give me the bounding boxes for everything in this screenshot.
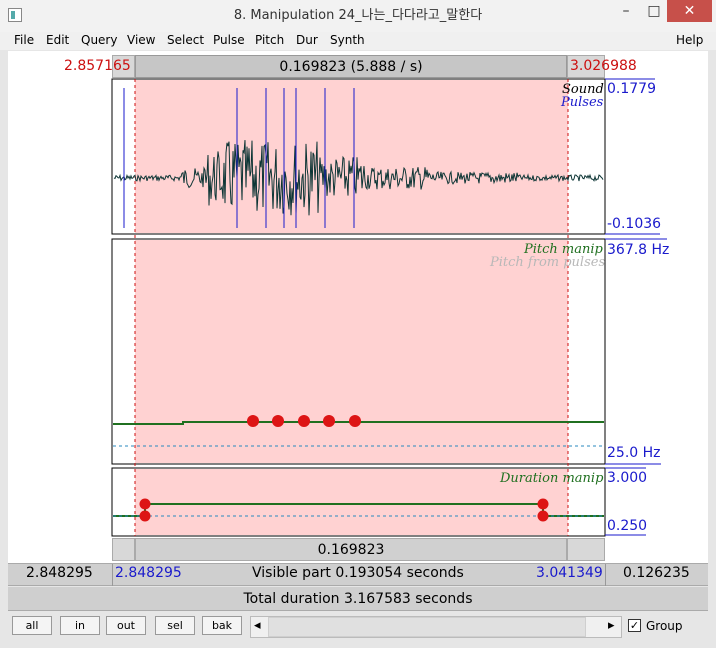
zoom-selection-button[interactable]: sel	[155, 616, 195, 635]
menu-help[interactable]: Help	[676, 33, 704, 47]
group-label: Group	[646, 619, 683, 633]
zoom-in-button[interactable]: in	[60, 616, 100, 635]
maximize-button[interactable]: □	[647, 3, 661, 19]
bottom-right-segment[interactable]	[567, 538, 605, 561]
scroll-left-arrow-icon[interactable]: ◂	[254, 618, 261, 633]
selection-fill-duration	[135, 469, 568, 535]
app-icon	[8, 8, 22, 22]
pulses-label: Pulses	[561, 95, 604, 110]
top-right-segment[interactable]	[567, 55, 605, 78]
menu-bar	[0, 32, 716, 50]
pitch-from-pulses-label: Pitch from pulses	[490, 255, 606, 270]
sound-max: 0.1779	[607, 81, 656, 97]
menu-file[interactable]: File	[14, 33, 35, 47]
pitch-point	[272, 415, 284, 427]
pitch-manip-label: Pitch manip	[524, 242, 603, 257]
menu-select[interactable]: Select	[167, 33, 205, 47]
window-title: 8. Manipulation 24_나는_다다라고_말한다	[233, 8, 483, 23]
window-start-time: 2.848295	[26, 565, 93, 581]
top-left-segment[interactable]	[112, 55, 135, 78]
menu-edit[interactable]: Edit	[46, 33, 70, 47]
all-button[interactable]: all	[12, 616, 52, 635]
pitch-point	[298, 415, 310, 427]
visible-start-time: 2.848295	[115, 565, 182, 581]
scroll-right-arrow-icon[interactable]: ▸	[608, 618, 615, 633]
bottom-selection-bar[interactable]: 0.169823	[135, 538, 567, 561]
pitch-max: 367.8 Hz	[607, 242, 670, 258]
pitch-points	[247, 415, 361, 427]
selection-fill-sound	[135, 80, 568, 233]
minimize-button[interactable]: –	[622, 3, 630, 19]
selection-duration-bar[interactable]: 0.169823 (5.888 / s)	[135, 55, 567, 78]
zoom-out-button[interactable]: out	[106, 616, 146, 635]
sound-label: Sound	[562, 82, 604, 97]
sound-min: -0.1036	[607, 216, 662, 232]
pitch-point	[247, 415, 259, 427]
pitch-point	[323, 415, 335, 427]
selection-fill-pitch	[135, 240, 568, 463]
remaining-duration: 0.126235	[623, 565, 690, 581]
pulse-marks	[123, 88, 355, 228]
total-duration-bar[interactable]: Total duration 3.167583 seconds	[8, 587, 708, 611]
waveform	[113, 140, 604, 216]
menu-view[interactable]: View	[127, 33, 156, 47]
visible-part-text: Visible part 0.193054 seconds	[252, 565, 464, 581]
menu-pulse[interactable]: Pulse	[213, 33, 245, 47]
duration-manip-label: Duration manip	[500, 471, 604, 486]
duration-max: 3.000	[607, 470, 648, 486]
menu-synth[interactable]: Synth	[330, 33, 365, 47]
pitch-contour	[113, 421, 604, 425]
duration-point	[139, 510, 151, 522]
group-checkbox[interactable]: ✓	[628, 619, 641, 632]
pitch-min: 25.0 Hz	[607, 445, 661, 461]
close-button[interactable]: ✕	[667, 0, 712, 22]
visible-end-time: 3.041349	[536, 565, 603, 581]
zoom-back-button[interactable]: bak	[202, 616, 242, 635]
pitch-point	[349, 415, 361, 427]
duration-point	[537, 498, 549, 510]
scrollbar-thumb[interactable]	[268, 617, 586, 637]
visible-part-bar[interactable]	[8, 563, 708, 586]
menu-pitch[interactable]: Pitch	[255, 33, 285, 47]
duration-point	[537, 510, 549, 522]
menu-dur[interactable]: Dur	[296, 33, 318, 47]
selection-end-time: 3.026988	[570, 58, 637, 74]
selection-start-time: 2.857165	[64, 58, 131, 74]
bottom-left-segment[interactable]	[112, 538, 135, 561]
duration-point	[139, 498, 151, 510]
menu-query[interactable]: Query	[81, 33, 118, 47]
duration-min: 0.250	[607, 518, 648, 534]
